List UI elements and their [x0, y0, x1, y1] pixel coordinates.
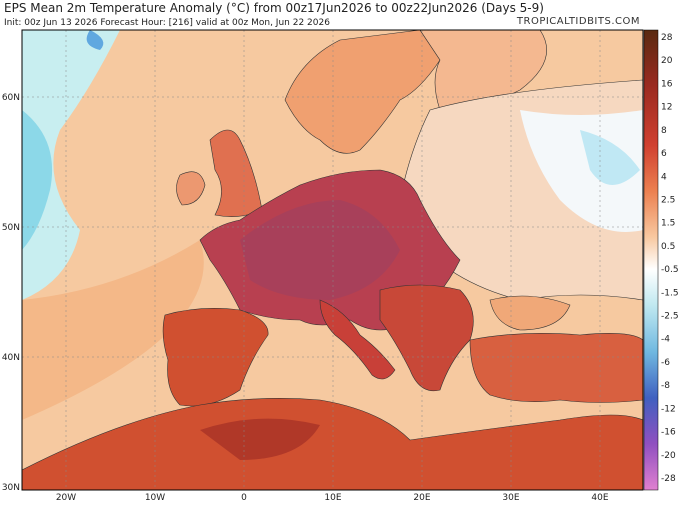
lon-label: 20E: [413, 493, 430, 503]
colorbar-label: -1.5: [661, 288, 679, 298]
land-neutral: [520, 110, 643, 232]
colorbar-label: -8: [661, 381, 670, 391]
lon-label: 10W: [145, 493, 165, 503]
colorbar-label: 6: [661, 149, 667, 159]
hot-core: [200, 418, 320, 460]
colorbar-label: -0.5: [661, 265, 679, 275]
colorbar-label: 16: [661, 79, 673, 89]
colorbar: [643, 29, 659, 491]
cool-area: [580, 130, 640, 185]
lat-label: 40N: [2, 353, 20, 363]
graticule: [22, 30, 643, 490]
colorbar-label: 28: [661, 33, 673, 43]
lon-label: 20W: [56, 493, 76, 503]
cool-area: [22, 30, 120, 300]
colorbar-label: 2.5: [661, 195, 675, 205]
subtitle: Init: 00z Jun 13 2026 Forecast Hour: [21…: [4, 18, 330, 28]
land: [319, 299, 396, 380]
cool-area: [86, 30, 104, 50]
map: [22, 30, 643, 490]
lon-label: 0: [241, 493, 247, 503]
lat-label: 30N: [2, 483, 20, 493]
colorbar-label: -28: [661, 474, 676, 484]
lat-label: 50N: [2, 223, 20, 233]
colorbar-label: 8: [661, 126, 667, 136]
land: [469, 333, 643, 403]
warm-ocean: [22, 240, 204, 420]
colorbar-label: -12: [661, 404, 676, 414]
map-frame: [21, 29, 644, 491]
colorbar-label: 12: [661, 103, 672, 113]
colorbar-label: 4: [661, 172, 667, 182]
colorbar-label: 20: [661, 56, 673, 66]
land: [22, 398, 643, 490]
land: [379, 284, 474, 392]
hot-core: [240, 200, 400, 300]
colorbar-label: -16: [661, 428, 676, 438]
land: [284, 30, 441, 154]
land: [176, 171, 206, 206]
lon-label: 30E: [502, 493, 519, 503]
title: EPS Mean 2m Temperature Anomaly (°C) fro…: [4, 1, 544, 15]
colorbar-label: -2.5: [661, 312, 679, 322]
colorbar-label: -6: [661, 358, 670, 368]
colorbar-label: -20: [661, 451, 676, 461]
cool-area: [22, 110, 53, 250]
colorbar-label: 0.5: [661, 242, 675, 252]
lon-label: 40E: [591, 493, 608, 503]
lon-label: 10E: [324, 493, 341, 503]
site-name: TROPICALTIDBITS.COM: [516, 16, 640, 27]
colorbar-label: -4: [661, 335, 670, 345]
sea: [489, 295, 571, 331]
lat-label: 60N: [2, 93, 20, 103]
colorbar-label: 1.5: [661, 219, 675, 229]
land: [162, 308, 269, 407]
